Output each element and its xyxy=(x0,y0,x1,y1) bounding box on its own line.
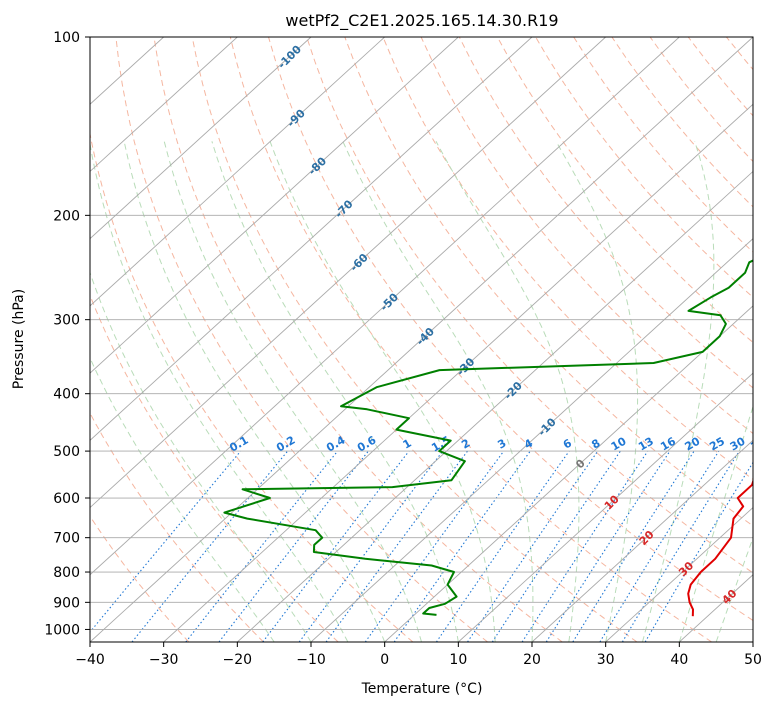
x-axis-label: Temperature (°C) xyxy=(361,681,483,697)
mixing-ratio-line xyxy=(467,450,599,642)
mixing-ratio-label: 6 xyxy=(561,436,574,451)
moist-adiabat xyxy=(90,271,312,642)
dry-adiabat xyxy=(573,37,753,253)
moist-adiabat xyxy=(269,141,496,642)
mixing-ratio-line xyxy=(621,450,740,642)
mixing-ratio-lines xyxy=(90,450,753,642)
x-tick-label: 50 xyxy=(744,652,762,668)
x-tick-label: −30 xyxy=(149,652,179,668)
dry-adiabat xyxy=(191,37,638,642)
dry-adiabat xyxy=(344,37,753,527)
x-tick-label: 40 xyxy=(670,652,688,668)
moist-adiabat xyxy=(163,141,422,642)
dewpoint-profile xyxy=(223,259,753,616)
y-tick-label: 200 xyxy=(53,208,80,224)
x-axis: −40 −30 −20 −10 0 10 20 30 40 50 xyxy=(75,642,762,668)
dry-adiabat xyxy=(115,37,488,642)
mixing-ratio-label: 3 xyxy=(495,437,508,452)
pressure-grid xyxy=(90,37,753,630)
mixing-ratio-line xyxy=(325,450,468,642)
mixing-ratio-line xyxy=(131,450,289,642)
isotherm-line xyxy=(90,37,459,374)
y-tick-label: 700 xyxy=(53,531,80,547)
y-tick-label: 900 xyxy=(53,595,80,611)
y-tick-label: 1000 xyxy=(44,622,80,638)
dry-adiabat xyxy=(611,37,753,208)
mixing-ratio-line xyxy=(218,450,369,642)
y-axis-label: Pressure (hPa) xyxy=(11,289,27,389)
x-tick-label: −10 xyxy=(296,652,326,668)
mixing-ratio-label: 8 xyxy=(589,437,602,452)
y-tick-label: 600 xyxy=(53,491,80,507)
mixing-ratio-line xyxy=(364,450,505,642)
dry-adiabat xyxy=(306,37,753,574)
mixing-ratio-line xyxy=(435,450,570,642)
x-tick-label: 0 xyxy=(380,652,389,668)
mixing-ratio-line xyxy=(599,450,720,642)
moist-adiabat xyxy=(90,141,349,642)
mixing-ratio-line xyxy=(491,450,621,642)
isotherm-line xyxy=(310,238,753,642)
y-tick-label: 400 xyxy=(53,387,80,403)
isotherm-line xyxy=(90,37,385,307)
profiles xyxy=(223,259,753,617)
plot-area: 0.1 0.2 0.4 0.6 1 1.5 2 3 4 6 8 10 13 16 20 25 30 36-100-… xyxy=(90,37,775,642)
dry-adiabat xyxy=(687,37,753,117)
plot-frame xyxy=(89,36,754,643)
dry-adiabat xyxy=(90,131,414,642)
mixing-ratio-line xyxy=(262,450,410,642)
dry-adiabat xyxy=(229,37,712,642)
mixing-ratio-line xyxy=(298,450,444,642)
isotherm-line xyxy=(458,372,753,642)
moist-adiabat xyxy=(715,536,753,642)
isotherm-line xyxy=(90,37,533,441)
x-tick-label: −40 xyxy=(75,652,105,668)
isotherm-line xyxy=(90,37,238,173)
mixing-ratio-line xyxy=(521,450,649,642)
mixing-ratio-label: 36 xyxy=(748,434,768,453)
dry-adiabat xyxy=(496,37,753,344)
y-tick-label: 500 xyxy=(53,444,80,460)
isotherm-line xyxy=(752,641,753,642)
dry-adiabat xyxy=(90,515,190,642)
x-tick-label: −20 xyxy=(223,652,253,668)
isotherm-line xyxy=(237,170,753,642)
reference-labels: 0.1 0.2 0.4 0.6 1 1.5 2 3 4 6 8 10 13 16 20 25 30 36-100-… xyxy=(227,43,768,607)
mixing-ratio-line xyxy=(185,450,339,642)
mixing-ratio-line xyxy=(90,450,242,633)
isotherm-line xyxy=(605,506,753,642)
mixing-ratio-label: 2 xyxy=(459,437,472,452)
isotherm-line xyxy=(531,439,753,642)
y-tick-label: 100 xyxy=(53,30,80,46)
dry-adiabat xyxy=(153,37,563,642)
chart-title: wetPf2_C2E1.2025.165.14.30.R19 xyxy=(285,11,558,31)
moist-adiabat xyxy=(555,141,639,642)
mixing-ratio-line xyxy=(572,450,695,642)
y-tick-label: 800 xyxy=(53,565,80,581)
dry-adiabat xyxy=(268,37,753,622)
dry-adiabat xyxy=(649,37,753,163)
x-tick-label: 10 xyxy=(449,652,467,668)
dry-adiabat xyxy=(382,37,753,481)
temperature-profile xyxy=(687,478,753,617)
dry-adiabat xyxy=(535,37,753,298)
dry-adiabat xyxy=(90,412,264,642)
y-tick-label: 300 xyxy=(53,313,80,329)
isotherm-line xyxy=(90,37,606,509)
y-axis: 100 200 300 400 500 600 700 800 900 1000 xyxy=(44,30,90,638)
isotherm-line xyxy=(90,37,680,576)
isotherm-line xyxy=(90,37,312,240)
dry-adiabat xyxy=(765,37,775,642)
mixing-ratio-line xyxy=(545,450,671,642)
isotherm-line xyxy=(90,37,753,642)
mixing-ratio-label: 1 xyxy=(401,437,414,452)
x-tick-label: 30 xyxy=(597,652,615,668)
dry-adiabat xyxy=(726,37,753,71)
x-tick-label: 20 xyxy=(523,652,541,668)
isotherm-line xyxy=(163,103,753,642)
